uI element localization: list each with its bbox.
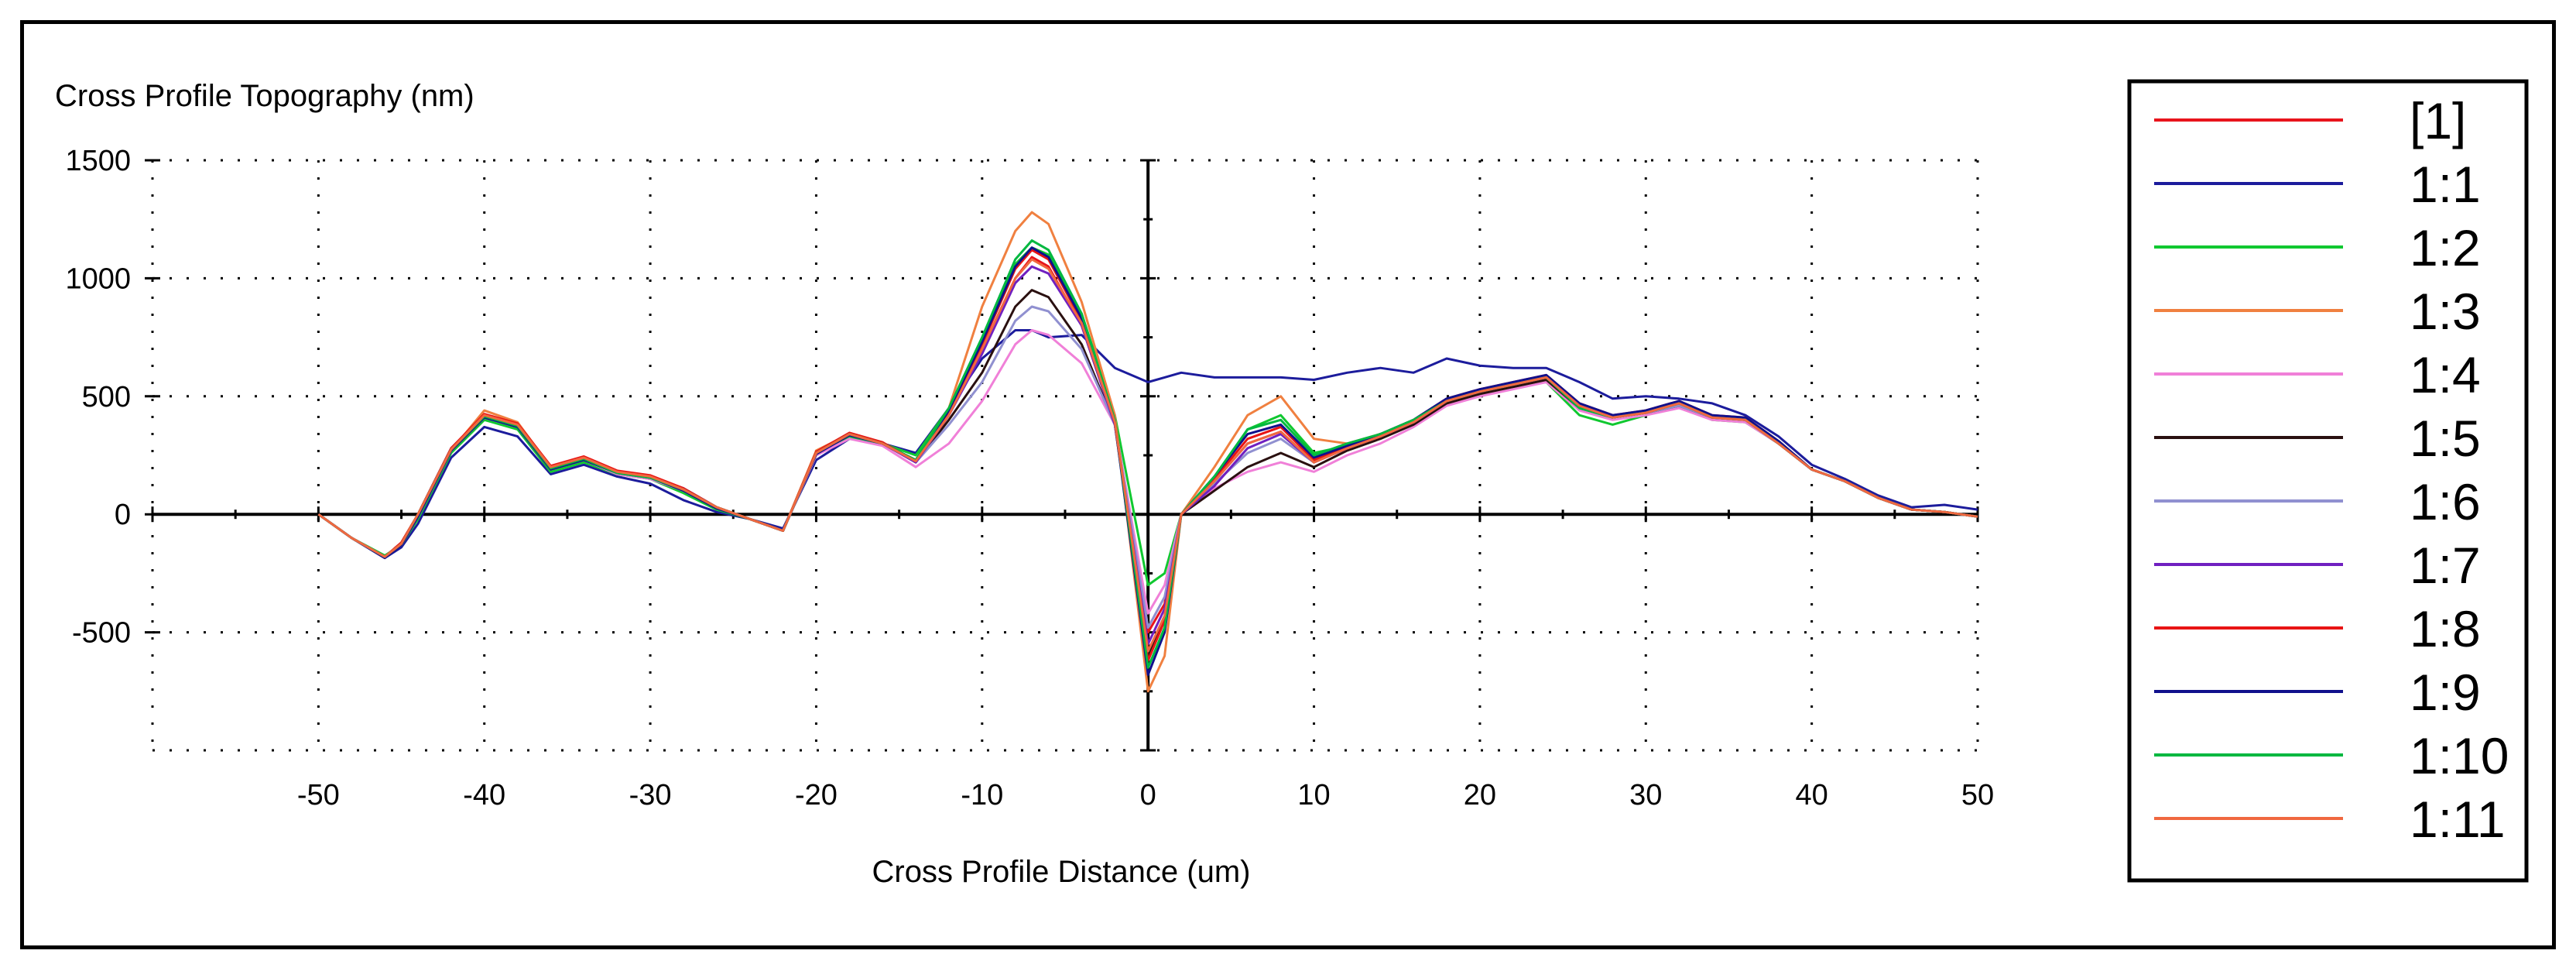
y-tick-label: -500 bbox=[72, 617, 131, 650]
chart-frame: Cross Profile Topography (nm) -50 -40 -30-… bbox=[20, 20, 2556, 949]
legend-box bbox=[2127, 79, 2529, 883]
legend-label: 1:1 bbox=[2410, 156, 2481, 213]
x-tick-label: 40 bbox=[1795, 779, 1828, 811]
x-tick-label: -10 bbox=[961, 779, 1003, 811]
y-tick-label: 500 bbox=[82, 381, 131, 413]
x-tick-label: -50 bbox=[297, 779, 340, 811]
legend-label: 1:4 bbox=[2410, 346, 2481, 403]
grid bbox=[151, 159, 1979, 752]
y-tick-label: 1500 bbox=[65, 145, 131, 177]
x-axis-label: Cross Profile Distance (um) bbox=[872, 855, 1250, 889]
chart-title: Cross Profile Topography (nm) bbox=[55, 79, 474, 113]
legend-label: [1] bbox=[2410, 92, 2466, 149]
legend-label: 1:11 bbox=[2410, 791, 2506, 848]
x-tick-label: 20 bbox=[1464, 779, 1496, 811]
x-tick-label: 10 bbox=[1297, 779, 1330, 811]
x-tick-label: 50 bbox=[1961, 779, 1994, 811]
legend-label: 1:2 bbox=[2410, 219, 2481, 276]
legend-label: 1:6 bbox=[2410, 473, 2481, 530]
legend: [1] 1:1 1:2 1:3 1:4 1:5 1:6 1:7 1:8 1:9 1:10 1:11 bbox=[2127, 79, 2529, 883]
series-line-12 bbox=[317, 258, 1978, 653]
legend-label: 1:9 bbox=[2410, 664, 2481, 721]
x-tick-label: -20 bbox=[795, 779, 838, 811]
legend-label: 1:8 bbox=[2410, 600, 2481, 657]
legend-label: 1:10 bbox=[2410, 727, 2509, 784]
legend-label: 1:3 bbox=[2410, 283, 2481, 340]
legend-label: 1:7 bbox=[2410, 537, 2481, 594]
x-tick-label: -40 bbox=[463, 779, 505, 811]
legend-label: 1:5 bbox=[2410, 410, 2481, 467]
x-tick-label: 0 bbox=[1140, 779, 1156, 811]
axes: -50 -40 -30 -20 -10 0 10 20 30 40 50 1500 1000 500 0 -5… bbox=[65, 145, 1994, 811]
chart: Cross Profile Topography (nm) -50 -40 -30-… bbox=[55, 79, 2529, 889]
series-line-2 bbox=[317, 329, 1978, 560]
y-tick-label: 0 bbox=[115, 499, 131, 531]
x-tick-label: -30 bbox=[629, 779, 672, 811]
series-group bbox=[317, 211, 1978, 693]
x-tick-label: 30 bbox=[1629, 779, 1662, 811]
y-tick-label: 1000 bbox=[65, 262, 131, 295]
